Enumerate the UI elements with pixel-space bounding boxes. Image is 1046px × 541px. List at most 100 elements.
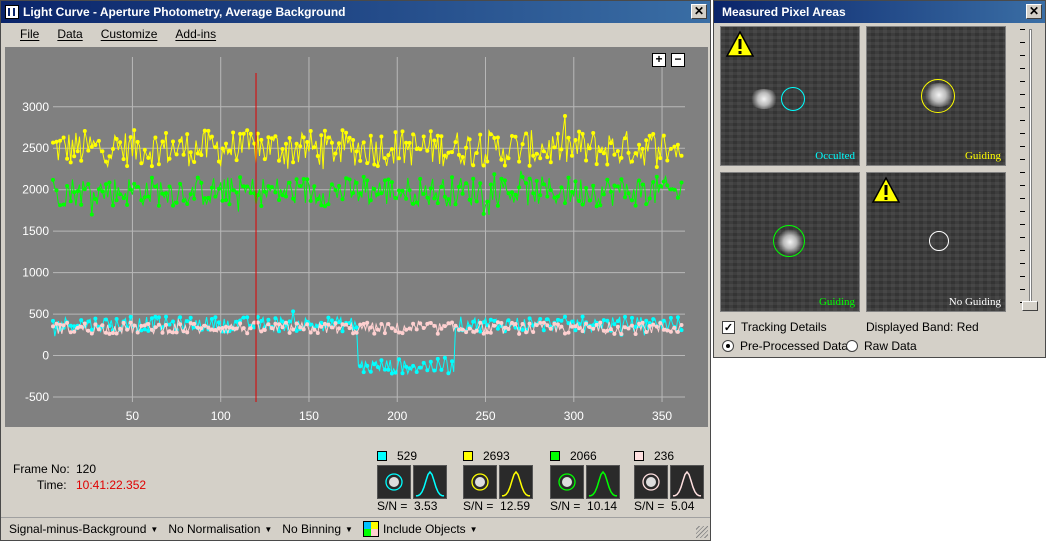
slider-tick xyxy=(1020,133,1025,134)
series-point-3 xyxy=(404,327,409,332)
binning-dropdown[interactable]: No Binning ▼ xyxy=(282,522,353,536)
slider-tick xyxy=(1020,224,1025,225)
object-psf-thumbnail xyxy=(499,465,533,499)
series-point-0 xyxy=(407,140,412,145)
series-point-1 xyxy=(467,197,472,202)
menu-data[interactable]: Data xyxy=(57,27,83,41)
slider-tick xyxy=(1020,185,1025,186)
series-point-1 xyxy=(534,178,539,183)
series-point-1 xyxy=(658,183,663,188)
series-point-1 xyxy=(361,174,366,179)
series-point-3 xyxy=(202,323,207,328)
series-point-3 xyxy=(644,330,649,334)
series-point-3 xyxy=(75,325,80,330)
object-star-thumbnail xyxy=(463,465,497,499)
pre-processed-radio[interactable]: Pre-Processed Data xyxy=(722,339,848,353)
pixel-panel-no-guiding[interactable]: No Guiding xyxy=(866,172,1006,312)
series-point-0 xyxy=(524,131,529,136)
object-1[interactable]: 529 S/N = 3.53 xyxy=(377,449,457,513)
warning-icon xyxy=(725,30,755,57)
series-point-1 xyxy=(619,177,624,182)
y-tick-label: -500 xyxy=(25,390,49,404)
series-point-0 xyxy=(393,130,398,135)
slider-tick xyxy=(1020,68,1025,69)
series-point-3 xyxy=(375,327,380,332)
series-point-0 xyxy=(658,156,663,161)
raw-data-radio[interactable]: Raw Data xyxy=(846,339,917,353)
series-point-0 xyxy=(89,144,94,149)
series-point-3 xyxy=(513,322,518,326)
background-dropdown[interactable]: Signal-minus-Background ▼ xyxy=(9,522,159,536)
series-point-1 xyxy=(118,192,123,197)
series-point-3 xyxy=(326,322,331,327)
pixel-panel-guiding-2[interactable]: Guiding xyxy=(720,172,860,312)
brightness-slider[interactable] xyxy=(1020,29,1040,315)
series-point-3 xyxy=(492,323,497,328)
light-curve-titlebar[interactable]: Light Curve - Aperture Photometry, Avera… xyxy=(1,1,710,23)
time-label: Time: xyxy=(37,478,67,492)
object-3[interactable]: 2066 S/N = 10.14 xyxy=(550,449,630,513)
object-star-thumbnail xyxy=(634,465,668,499)
series-point-1 xyxy=(104,182,108,187)
series-point-1 xyxy=(630,198,634,203)
close-button[interactable]: ✕ xyxy=(691,4,707,19)
series-point-3 xyxy=(142,323,147,328)
normalisation-dropdown[interactable]: No Normalisation ▼ xyxy=(168,522,273,536)
series-point-0 xyxy=(478,132,483,137)
series-point-2 xyxy=(563,314,567,319)
series-point-3 xyxy=(527,321,532,326)
object-4[interactable]: 236 S/N = 5.04 xyxy=(634,449,714,513)
menu-add-ins[interactable]: Add-ins xyxy=(175,27,217,41)
close-button[interactable]: ✕ xyxy=(1026,4,1042,19)
series-point-3 xyxy=(464,330,469,335)
series-point-1 xyxy=(301,177,306,181)
series-point-2 xyxy=(347,321,352,325)
zoom-in-button[interactable]: + xyxy=(652,53,666,67)
series-point-0 xyxy=(68,160,73,165)
include-objects-dropdown[interactable]: Include Objects ▼ xyxy=(362,521,478,537)
series-point-3 xyxy=(439,326,444,331)
series-point-1 xyxy=(404,196,409,201)
series-point-2 xyxy=(647,321,652,326)
series-point-0 xyxy=(128,135,133,140)
object-2[interactable]: 2693 S/N = 12.59 xyxy=(463,449,543,513)
object-psf-thumbnail xyxy=(670,465,704,499)
menu-customize[interactable]: Customize xyxy=(100,27,158,41)
series-point-0 xyxy=(245,128,250,133)
series-point-3 xyxy=(252,320,257,325)
series-point-3 xyxy=(171,330,175,335)
series-point-0 xyxy=(400,129,405,134)
series-point-0 xyxy=(481,163,486,168)
series-point-2 xyxy=(633,324,638,329)
menu-file[interactable]: File xyxy=(20,27,40,41)
series-point-0 xyxy=(630,159,634,164)
series-point-3 xyxy=(89,331,94,336)
tracking-details-checkbox[interactable]: ✓ Tracking Details xyxy=(722,320,827,334)
slider-tick xyxy=(1020,250,1025,251)
series-point-3 xyxy=(524,330,529,335)
series-point-3 xyxy=(333,321,338,326)
series-point-0 xyxy=(231,130,236,135)
series-point-3 xyxy=(245,331,250,336)
series-point-2 xyxy=(446,371,451,376)
series-point-2 xyxy=(421,360,426,365)
series-point-1 xyxy=(601,192,606,197)
slider-tick xyxy=(1020,198,1025,199)
pixel-panel-guiding-1[interactable]: Guiding xyxy=(866,26,1006,166)
series-point-0 xyxy=(598,149,603,154)
series-point-0 xyxy=(284,141,288,146)
zoom-out-button[interactable]: − xyxy=(671,53,685,67)
series-point-3 xyxy=(591,326,596,331)
resize-grip-icon[interactable] xyxy=(696,526,708,538)
pixel-panel-occulted[interactable]: Occulted xyxy=(720,26,860,166)
series-point-0 xyxy=(333,151,338,156)
series-point-0 xyxy=(647,133,652,138)
slider-thumb[interactable] xyxy=(1022,301,1038,311)
series-point-2 xyxy=(495,326,500,331)
series-point-0 xyxy=(661,133,666,138)
pixel-areas-titlebar[interactable]: Measured Pixel Areas ✕ xyxy=(714,1,1045,23)
light-curve-chart[interactable]: -500 0 500 1000 1500 2000 2500 3000 50 100 150 200 2… xyxy=(5,47,708,427)
series-point-2 xyxy=(329,318,334,323)
slider-tick xyxy=(1020,107,1025,108)
series-point-1 xyxy=(322,204,327,209)
